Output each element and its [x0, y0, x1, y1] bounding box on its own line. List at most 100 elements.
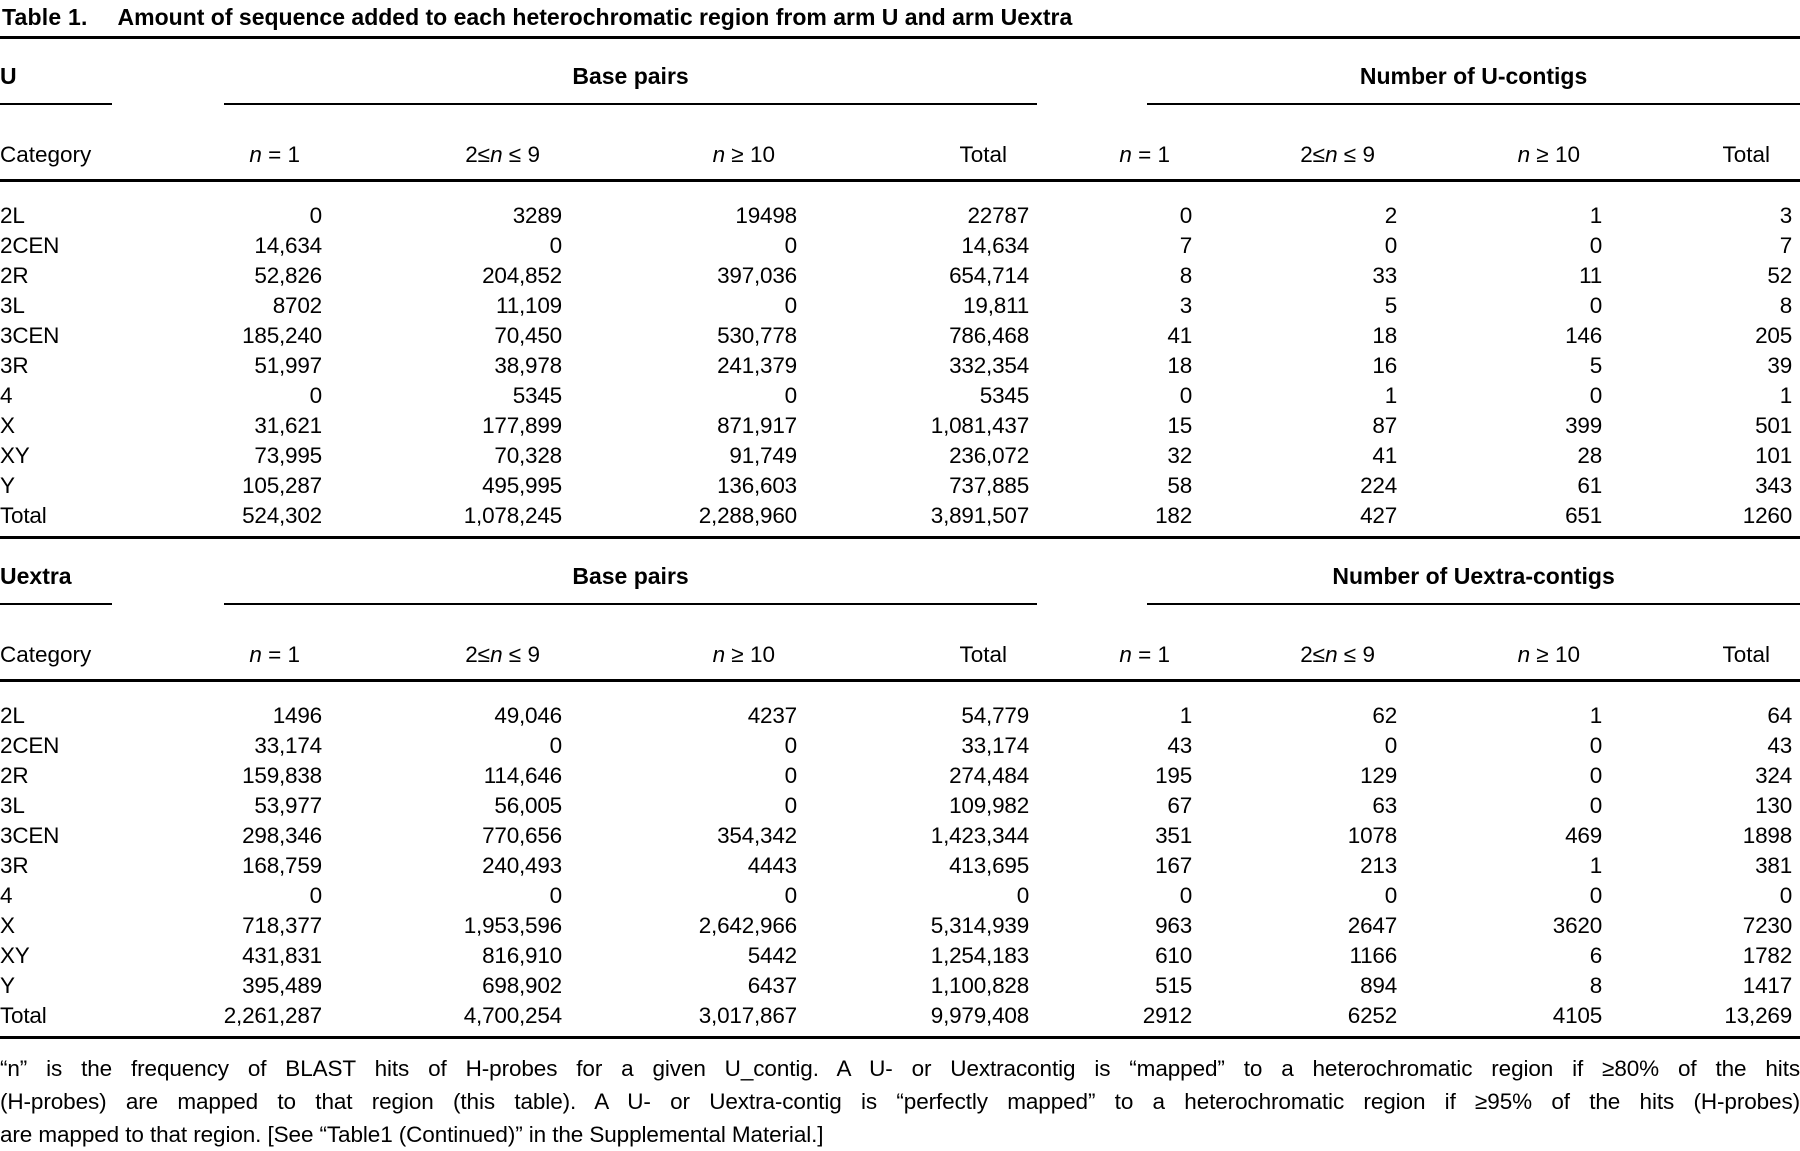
- column-header-category: Category: [0, 105, 190, 182]
- data-cell: 11,109: [496, 293, 562, 318]
- table-row: 3CEN 298,346 770,656 354,342 1,423,344 351 107…: [0, 821, 1800, 851]
- table-row: 2R 52,826 204,852 397,036 654,714 8 33 11 52: [0, 261, 1800, 291]
- data-cell: 610: [1155, 943, 1193, 968]
- table-row: 2CEN 33,174 0 0 33,174 43 0 0 43: [0, 731, 1800, 761]
- data-cell: 38,978: [494, 353, 562, 378]
- column-header-category: Category: [0, 605, 190, 682]
- data-cell: 2,288,960: [570, 501, 805, 539]
- column-header-ct-total: Total: [1610, 605, 1800, 682]
- row-category: 3L: [0, 293, 25, 318]
- footnote-line: (H-probes) are mapped to that region (th…: [0, 1089, 1800, 1114]
- column-header-bp-n1: n = 1: [190, 605, 330, 682]
- footnote-line: are mapped to that region. [See “Table1 …: [0, 1122, 824, 1147]
- data-cell: 22787: [967, 203, 1030, 228]
- base-pairs-group-rule: [224, 603, 1038, 605]
- data-cell: 105,287: [242, 473, 322, 498]
- data-cell: 3620: [1552, 913, 1603, 938]
- row-category: 3CEN: [0, 323, 60, 348]
- column-header-ct-n1: n = 1: [1037, 105, 1201, 182]
- table-row: 3L 8702 11,109 0 19,811 3 5 0 8: [0, 291, 1800, 321]
- row-category: 2R: [0, 263, 29, 288]
- data-cell: 168,759: [242, 853, 322, 878]
- header-text: ≤ 9: [502, 142, 540, 167]
- data-cell: 56,005: [494, 793, 562, 818]
- data-cell: 0: [784, 793, 798, 818]
- data-cell: 63: [1372, 793, 1398, 818]
- data-cell: 4237: [747, 703, 797, 728]
- data-cell: 651: [1405, 501, 1611, 539]
- data-cell: 19498: [735, 203, 797, 228]
- data-cell: 0: [1589, 763, 1603, 788]
- data-cell: 129: [1360, 763, 1398, 788]
- header-n-italic: n: [1325, 642, 1338, 667]
- row-category: 3L: [0, 793, 25, 818]
- data-cell: 698,902: [482, 973, 562, 998]
- data-cell: 4105: [1405, 1001, 1611, 1039]
- data-cell: 0: [1179, 203, 1193, 228]
- data-cell: 354,342: [717, 823, 797, 848]
- base-pairs-group-label: Base pairs: [572, 63, 689, 89]
- data-cell: 70,328: [494, 443, 562, 468]
- header-n-italic: n: [1119, 642, 1132, 667]
- row-category: 2L: [0, 203, 25, 228]
- data-cell: 381: [1755, 853, 1793, 878]
- data-cell: 0: [784, 233, 798, 258]
- data-cell: 332,354: [949, 353, 1030, 378]
- contigs-group-label: Number of U-contigs: [1359, 63, 1588, 89]
- data-cell: 185,240: [242, 323, 322, 348]
- data-cell: 5345: [512, 383, 562, 408]
- data-cell: 213: [1360, 853, 1398, 878]
- header-text: ≤ 9: [502, 642, 540, 667]
- data-cell: 19,811: [963, 293, 1030, 318]
- section-stub-label: Uextra: [0, 563, 72, 589]
- data-cell: 431,831: [242, 943, 322, 968]
- table-title: Table 1. Amount of sequence added to each…: [0, 0, 1800, 39]
- data-cell: 2,642,966: [698, 913, 797, 938]
- table-row: X 718,377 1,953,596 2,642,966 5,314,939 963 26…: [0, 911, 1800, 941]
- row-category: 4: [0, 883, 13, 908]
- data-cell: 5345: [979, 383, 1030, 408]
- data-cell: 14,634: [961, 233, 1030, 258]
- data-cell: 51,997: [254, 353, 322, 378]
- footnote-line: “n” is the frequency of BLAST hits of H-…: [0, 1056, 1800, 1081]
- section-stub-cell: U: [0, 39, 190, 105]
- data-cell: 1898: [1742, 823, 1793, 848]
- row-category: Y: [0, 973, 15, 998]
- data-cell: 343: [1755, 473, 1793, 498]
- table-row: 3R 51,997 38,978 241,379 332,354 18 16 5 39: [0, 351, 1800, 381]
- data-cell: 1260: [1610, 501, 1800, 539]
- data-cell: 0: [309, 203, 323, 228]
- column-header-ct-n10: n ≥ 10: [1405, 605, 1611, 682]
- data-cell: 52,826: [254, 263, 322, 288]
- data-cell: 4,700,254: [330, 1001, 570, 1039]
- data-cell: 0: [1384, 233, 1398, 258]
- header-n-italic: n: [249, 142, 262, 167]
- data-cell: 58: [1167, 473, 1193, 498]
- data-cell: 1782: [1742, 943, 1793, 968]
- data-cell: 1: [1779, 383, 1793, 408]
- table-row: Y 395,489 698,902 6437 1,100,828 515 894 8 1417: [0, 971, 1800, 1001]
- data-cell: 1417: [1742, 973, 1793, 998]
- stub-rule: [0, 603, 112, 605]
- data-cell: 64: [1767, 703, 1793, 728]
- data-cell: 0: [1589, 383, 1603, 408]
- row-category: 3CEN: [0, 823, 60, 848]
- header-text: 2≤: [465, 142, 491, 167]
- header-n-italic: n: [1119, 142, 1132, 167]
- data-cell: 1,423,344: [930, 823, 1030, 848]
- data-cell: 515: [1155, 973, 1193, 998]
- data-cell: 2647: [1347, 913, 1398, 938]
- table-row: Y 105,287 495,995 136,603 737,885 58 224 61 343: [0, 471, 1800, 501]
- table-row: 4 0 0 0 0 0 0 0 0: [0, 881, 1800, 911]
- uextra-section-table: Uextra Base pairs Number of Uextra-conti…: [0, 539, 1800, 1039]
- table-row: 2CEN 14,634 0 0 14,634 7 0 0 7: [0, 231, 1800, 261]
- data-cell: 41: [1372, 443, 1398, 468]
- row-category: 3R: [0, 353, 29, 378]
- column-header-bp-n10: n ≥ 10: [570, 105, 805, 182]
- table-row: 4 0 5345 0 5345 0 1 0 1: [0, 381, 1800, 411]
- data-cell: 91,749: [729, 443, 797, 468]
- data-cell: 18: [1372, 323, 1398, 348]
- header-text: = 1: [1131, 142, 1171, 167]
- data-cell: 395,489: [242, 973, 322, 998]
- data-cell: 0: [784, 383, 798, 408]
